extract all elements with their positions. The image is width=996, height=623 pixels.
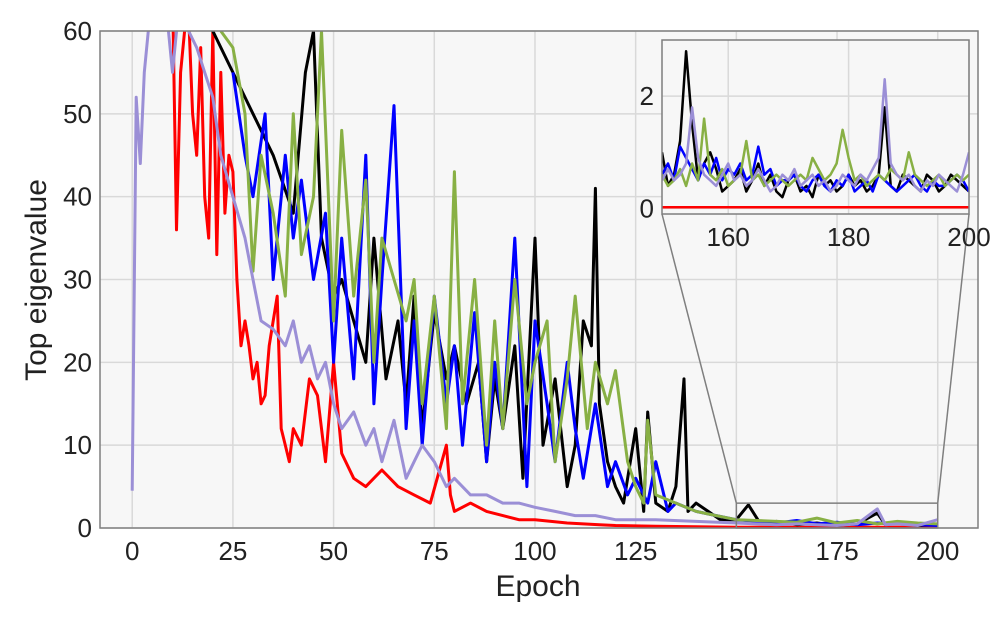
- main-x-tick-label: 200: [916, 536, 959, 566]
- zoom-connector-left: [661, 213, 738, 504]
- inset-x-tick-label: 160: [707, 222, 750, 252]
- main-x-tick-label: 100: [513, 536, 556, 566]
- main-x-tick-label: 125: [614, 536, 657, 566]
- main-x-tick-label: 25: [218, 536, 247, 566]
- main-x-tick-label: 75: [420, 536, 449, 566]
- main-series-line: [130, 31, 939, 527]
- inset-series-line: [662, 78, 969, 193]
- main-x-tick-label: 0: [125, 536, 139, 566]
- zoom-box: [735, 502, 939, 529]
- main-y-tick-label: 0: [78, 513, 92, 543]
- inset-y-tick-label: 0: [640, 193, 654, 223]
- main-y-tick-label: 60: [63, 16, 92, 46]
- main-x-tick-label: 150: [715, 536, 758, 566]
- main-frame: [99, 30, 979, 529]
- main-y-tick-label: 20: [63, 347, 92, 377]
- inset-series-line: [662, 117, 969, 188]
- main-series-line: [219, 31, 938, 526]
- main-x-tick-label: 50: [319, 536, 348, 566]
- main-y-tick-label: 10: [63, 430, 92, 460]
- y-axis-title: Top eigenvalue: [20, 179, 53, 381]
- main-x-tick-label: 175: [815, 536, 858, 566]
- main-series-line: [211, 31, 938, 527]
- main-series-group: [130, 31, 939, 528]
- main-y-tick-label: 50: [63, 99, 92, 129]
- inset-x-tick-label: 180: [827, 222, 870, 252]
- main-y-tick-label: 40: [63, 182, 92, 212]
- main-series-line: [171, 31, 938, 528]
- zoom-connector-right: [936, 213, 970, 504]
- main-y-tick-label: 30: [63, 265, 92, 295]
- inset-series-group: [662, 49, 969, 209]
- inset-series-line: [662, 145, 969, 193]
- inset-x-tick-label: 200: [947, 222, 990, 252]
- inset-y-tick-label: 2: [640, 81, 654, 111]
- x-axis-title: Epoch: [495, 570, 580, 603]
- inset-frame: [661, 39, 970, 215]
